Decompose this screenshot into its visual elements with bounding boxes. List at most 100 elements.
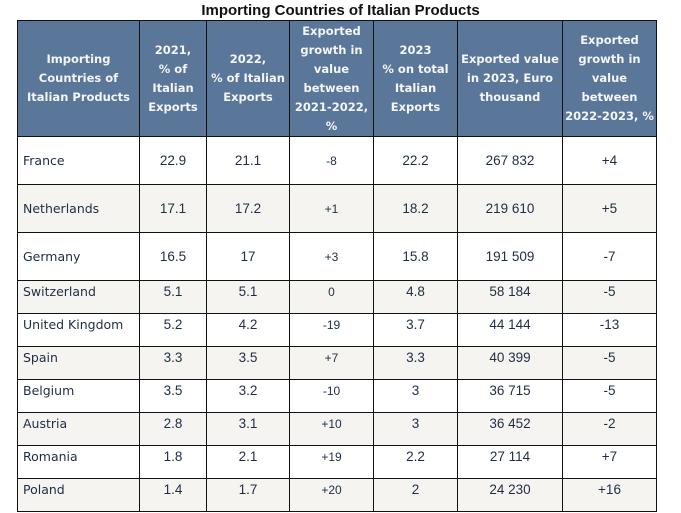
cell-share-2021: 3.3	[139, 346, 207, 380]
cell-share-2023: 4.8	[373, 280, 458, 314]
cell-growth-2021-2022: -8	[289, 136, 374, 185]
cell-growth-2022-2023: +7	[562, 445, 657, 479]
cell-value-2023: 36 452	[457, 412, 563, 446]
table-row: Belgium 3.5 3.2 -10 3 36 715 -5	[17, 379, 657, 413]
cell-country: Netherlands	[17, 184, 140, 233]
cell-text: Spain	[23, 350, 58, 365]
cell-text: 18.2	[402, 201, 429, 216]
cell-text: -19	[322, 318, 341, 332]
cell-share-2023: 18.2	[373, 184, 458, 233]
cell-text: Switzerland	[23, 284, 96, 299]
cell-growth-2021-2022: -10	[289, 379, 374, 413]
header-row: Importing Countries of Italian Products …	[17, 20, 657, 137]
cell-text: 0	[328, 285, 335, 299]
cell-text: 16.5	[159, 249, 187, 264]
cell-growth-2022-2023: -7	[562, 232, 657, 281]
cell-text: +16	[598, 482, 621, 497]
cell-share-2021: 3.5	[139, 379, 207, 413]
table-row: Spain 3.3 3.5 +7 3.3 40 399 -5	[17, 346, 657, 380]
cell-country: Germany	[17, 232, 140, 281]
cell-growth-2022-2023: +4	[562, 136, 657, 185]
cell-text: +20	[321, 483, 342, 497]
cell-value-2023: 58 184	[457, 280, 563, 314]
cell-growth-2021-2022: +7	[289, 346, 374, 380]
cell-text: 44 144	[489, 317, 531, 332]
cell-country: France	[17, 136, 140, 185]
table-row: United Kingdom 5.2 4.2 -19 3.7 44 144 -13	[17, 313, 657, 347]
table-title: Importing Countries of Italian Products	[201, 2, 480, 19]
cell-text: -5	[603, 383, 616, 398]
table-row: Austria 2.8 3.1 +10 3 36 452 -2	[17, 412, 657, 446]
cell-share-2023: 3.7	[373, 313, 458, 347]
cell-text: 5.2	[163, 317, 183, 332]
cell-growth-2022-2023: -5	[562, 280, 657, 314]
cell-share-2021: 17.1	[139, 184, 207, 233]
cell-text: +19	[321, 450, 342, 464]
cell-share-2022: 3.1	[206, 412, 290, 446]
column-header-2021-share: 2021, % of Italian Exports	[139, 20, 207, 137]
cell-share-2023: 2	[373, 478, 458, 512]
cell-text: 2.8	[163, 416, 183, 431]
cell-text: 191 509	[485, 249, 535, 264]
cell-share-2021: 2.8	[139, 412, 207, 446]
cell-text: 3.3	[163, 350, 183, 365]
cell-text: 2.1	[238, 449, 258, 464]
cell-share-2022: 21.1	[206, 136, 290, 185]
cell-text: -7	[603, 249, 616, 264]
cell-text: 3.5	[238, 350, 258, 365]
cell-share-2023: 3.3	[373, 346, 458, 380]
cell-value-2023: 44 144	[457, 313, 563, 347]
cell-text: 1.8	[163, 449, 183, 464]
cell-value-2023: 27 114	[457, 445, 563, 479]
cell-country: Poland	[17, 478, 140, 512]
cell-text: 17.1	[159, 201, 187, 216]
cell-text: 1.7	[238, 482, 258, 497]
cell-text: 15.8	[402, 249, 429, 264]
table-row: Switzerland 5.1 5.1 0 4.8 58 184 -5	[17, 280, 657, 314]
cell-share-2023: 2.2	[373, 445, 458, 479]
cell-growth-2021-2022: +10	[289, 412, 374, 446]
cell-share-2022: 17.2	[206, 184, 290, 233]
cell-text: +7	[601, 449, 618, 464]
cell-text: France	[23, 153, 65, 168]
cell-share-2021: 5.2	[139, 313, 207, 347]
cell-growth-2022-2023: -5	[562, 346, 657, 380]
column-header-growth-2021-2022: Exported growth in value between 2021-20…	[289, 20, 374, 137]
cell-share-2021: 5.1	[139, 280, 207, 314]
cell-growth-2021-2022: 0	[289, 280, 374, 314]
cell-text: Belgium	[23, 383, 75, 398]
cell-text: Germany	[23, 249, 81, 264]
cell-text: 219 610	[485, 201, 535, 216]
cell-text: +10	[321, 417, 342, 431]
cell-text: +3	[324, 249, 339, 264]
cell-text: 3	[411, 383, 420, 398]
cell-share-2022: 5.1	[206, 280, 290, 314]
cell-share-2023: 15.8	[373, 232, 458, 281]
cell-share-2021: 22.9	[139, 136, 207, 185]
cell-text: 22.9	[159, 153, 187, 168]
cell-growth-2021-2022: +1	[289, 184, 374, 233]
cell-text: 4.8	[406, 284, 425, 299]
cell-share-2022: 17	[206, 232, 290, 281]
cell-share-2021: 1.8	[139, 445, 207, 479]
column-header-value-2023: Exported value in 2023, Euro thousand	[457, 20, 563, 137]
cell-text: 4.2	[238, 317, 258, 332]
cell-value-2023: 40 399	[457, 346, 563, 380]
cell-share-2021: 16.5	[139, 232, 207, 281]
column-header-2022-share: 2022, % of Italian Exports	[206, 20, 290, 137]
cell-text: 2	[411, 482, 420, 497]
cell-text: -13	[599, 317, 620, 332]
cell-text: -10	[322, 384, 341, 398]
cell-text: 3.2	[238, 383, 258, 398]
cell-share-2023: 3	[373, 379, 458, 413]
cell-value-2023: 24 230	[457, 478, 563, 512]
table-row: Netherlands 17.1 17.2 +1 18.2 219 610 +5	[17, 184, 657, 233]
cell-growth-2021-2022: +19	[289, 445, 374, 479]
table-row: Romania 1.8 2.1 +19 2.2 27 114 +7	[17, 445, 657, 479]
cell-text: 1.4	[163, 482, 183, 497]
cell-value-2023: 267 832	[457, 136, 563, 185]
cell-text: +7	[324, 351, 339, 365]
cell-text: 17	[240, 249, 256, 264]
cell-share-2022: 2.1	[206, 445, 290, 479]
cell-share-2023: 22.2	[373, 136, 458, 185]
